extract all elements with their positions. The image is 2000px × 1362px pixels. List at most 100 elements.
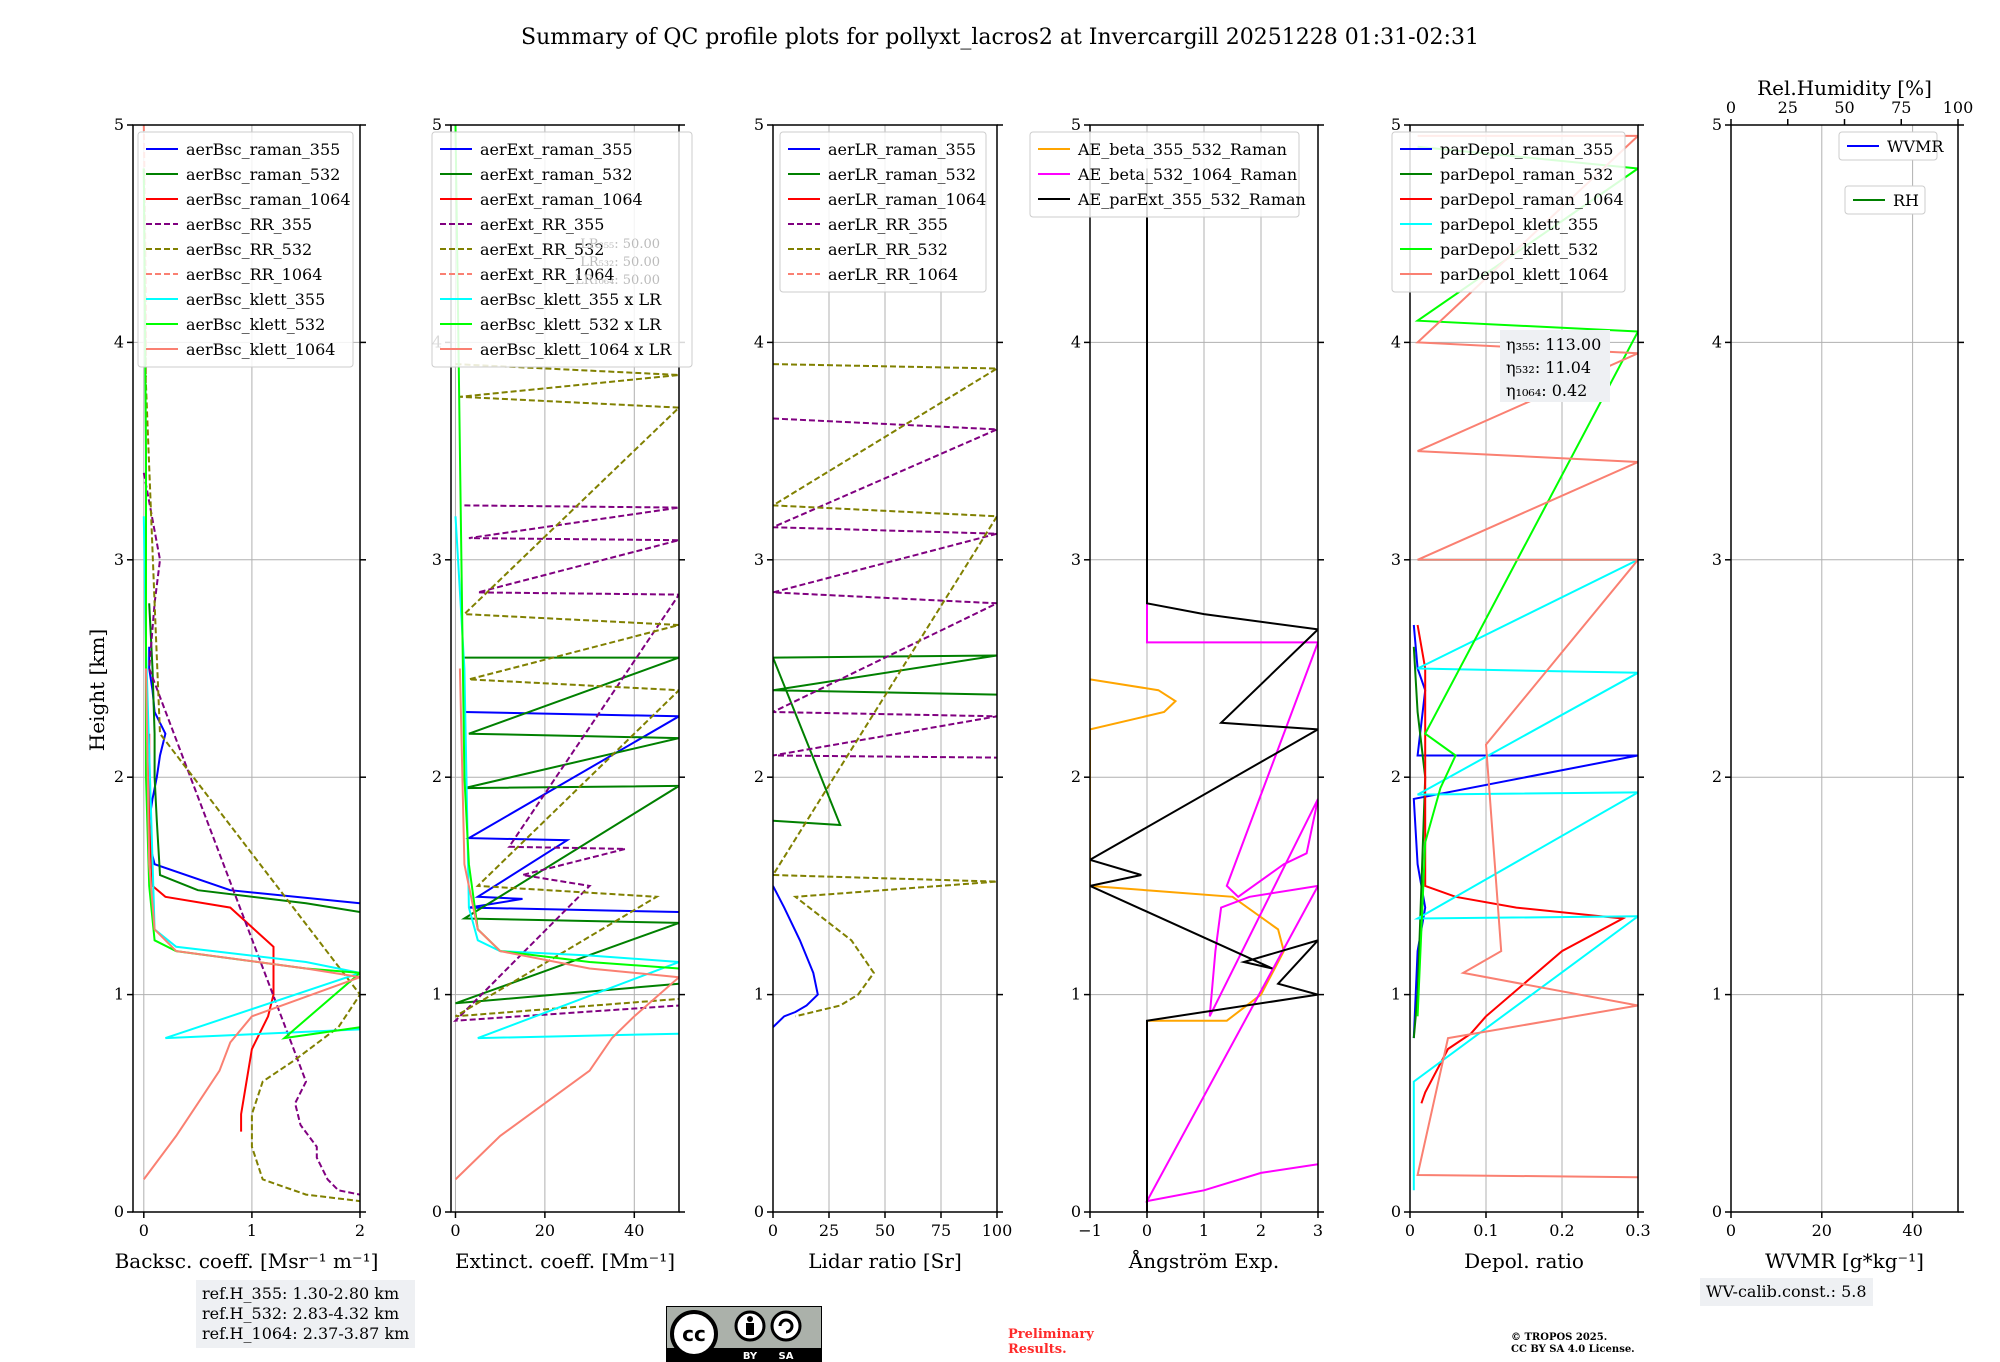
x-tick-label: 100: [982, 1221, 1013, 1240]
series-line-parDepol-raman-1064: [1416, 624, 1627, 1104]
x2-tick-label: 25: [1778, 98, 1798, 117]
y-tick-label: 5: [1391, 115, 1401, 134]
lr-note: LR₁₀₆₄: 50.00: [575, 273, 660, 288]
y-tick-label: 3: [1391, 550, 1401, 569]
legend-label: AE_parExt_355_532_Raman: [1077, 190, 1306, 209]
legend-label: aerLR_raman_355: [828, 140, 976, 159]
legend-label: aerLR_RR_355: [828, 215, 948, 234]
svg-text:cc: cc: [682, 1322, 706, 1346]
y-tick-label: 5: [114, 115, 124, 134]
y-tick-label: 2: [754, 767, 764, 786]
y-tick-label: 0: [1071, 1202, 1081, 1221]
legend-label: aerLR_raman_1064: [828, 190, 986, 209]
x-tick-label: 20: [1812, 1221, 1832, 1240]
legend-label: parDepol_klett_532: [1440, 240, 1598, 259]
legend-label: aerBsc_klett_355: [186, 290, 325, 309]
x-tick-label: 1: [1199, 1221, 1209, 1240]
chart-panel-5: 0 0.1 0.2 0.3 0 1 2 3 4 5 Depol. ratio parDepol_ram…: [1391, 115, 1651, 1273]
series-line-aerBsc-RR-532: [142, 168, 360, 1203]
series-line-aerBsc-raman-532: [148, 603, 360, 913]
x2-tick-label: 100: [1943, 98, 1974, 117]
legend-label: aerBsc_raman_355: [186, 140, 340, 159]
series-line-aerBsc-raman-355: [148, 646, 360, 905]
y-tick-label: 4: [1391, 332, 1401, 351]
legend-label: aerExt_raman_355: [480, 140, 633, 159]
y-tick-label: 0: [1712, 1202, 1722, 1221]
series-line-aerBsc-klett-1064-x-LR: [454, 668, 679, 1181]
x-tick-label: 50: [875, 1221, 895, 1240]
series-line-aerExt-raman-532: [455, 656, 679, 1005]
x-tick-label: 0.1: [1473, 1221, 1498, 1240]
series-line-parDepol-klett-355: [1412, 558, 1638, 1191]
series-group: [452, 125, 679, 1181]
series-line-parDepol-raman-532: [1412, 646, 1427, 1039]
series-line-aerBsc-klett-532: [142, 168, 360, 1040]
series-line-aerLR-RR-355: [773, 417, 997, 759]
legend-label: AE_beta_355_532_Raman: [1077, 140, 1287, 159]
cc-icon: [670, 1310, 718, 1358]
series-line-AE-beta-532-1064-Raman: [1145, 168, 1318, 1203]
legend-label: aerExt_RR_1064: [480, 265, 615, 284]
x-tick-label: 0: [1405, 1221, 1415, 1240]
copyright-note: © TROPOS 2025. CC BY SA 4.0 License.: [1511, 1332, 1635, 1355]
legend: aerExt_raman_355 aerExt_raman_532 aerExt_r…: [431, 131, 693, 368]
x-tick-label: 75: [931, 1221, 951, 1240]
chart-panel-1: 0 1 2 0 1 2 3 4 5 Backsc. coeff. [Msr⁻¹ m⁻¹] aerBs…: [114, 115, 379, 1273]
x-tick-label: 3: [1313, 1221, 1323, 1240]
x-tick-label: 20: [535, 1221, 555, 1240]
legend: AE_beta_355_532_Raman AE_beta_532_1064_Ra…: [1029, 131, 1306, 218]
x-tick-label: 0: [1142, 1221, 1152, 1240]
x-axis-label: Extinct. coeff. [Mm⁻¹]: [455, 1249, 675, 1273]
legend-box: [1391, 131, 1626, 293]
legend-label: aerExt_RR_532: [480, 240, 604, 259]
series-group: [1412, 134, 1638, 1191]
y-tick-label: 2: [1391, 767, 1401, 786]
legend-label: aerBsc_klett_355 x LR: [480, 290, 662, 309]
y-tick-label: 5: [754, 115, 764, 134]
legend-label: aerBsc_klett_1064: [186, 340, 335, 359]
chart-panel-2: 02040012345Extinct. coeff. [Mm⁻¹]aerExt_…: [431, 115, 693, 1273]
x-axis-label: WVMR [g*kg⁻¹]: [1765, 1249, 1924, 1273]
y-tick-label: 1: [114, 985, 124, 1004]
legend-label: aerBsc_RR_1064: [186, 265, 322, 284]
series-line-AE-parExt-355-532-Raman: [1090, 168, 1318, 1212]
ref-height-532: ref.H_532: 2.83-4.32 km: [202, 1304, 400, 1323]
x2-tick-label: 75: [1891, 98, 1911, 117]
series-line-parDepol-klett-1064: [1415, 134, 1638, 1179]
x-tick-label: 40: [1902, 1221, 1922, 1240]
y-tick-label: 3: [114, 550, 124, 569]
series-line-aerLR-RR-532: [773, 363, 997, 1018]
axes-frame: [1730, 124, 1959, 1213]
series-line-aerBsc-klett-532-x-LR: [454, 125, 679, 970]
series-line-AE-beta-355-532-Raman: [1090, 678, 1285, 1022]
axes-frame: [1409, 124, 1639, 1213]
eta-label: η₁₀₆₄: 0.42: [1506, 381, 1587, 400]
legend-label: parDepol_raman_355: [1440, 140, 1613, 159]
legend-label: aerBsc_RR_532: [186, 240, 312, 259]
x-tick-label: 0: [139, 1221, 149, 1240]
x-tick-label: −1: [1078, 1221, 1102, 1240]
legend-label: aerLR_raman_532: [828, 165, 976, 184]
legend: aerBsc_raman_355 aerBsc_raman_532 aerBsc_r…: [137, 131, 354, 368]
x-tick-label: 0: [450, 1221, 460, 1240]
y-tick-label: 4: [1712, 332, 1722, 351]
y-tick-label: 1: [1712, 985, 1722, 1004]
legend-label: aerExt_RR_355: [480, 215, 604, 234]
axes-frame: [132, 124, 361, 1213]
y-tick-label: 5: [1071, 115, 1081, 134]
legend-label: parDepol_raman_532: [1440, 165, 1613, 184]
eta-box: [1500, 330, 1610, 402]
legend-WVMR: WVMR: [1838, 131, 1944, 161]
series-line-aerBsc-raman-1064: [148, 733, 275, 1132]
y-tick-label: 1: [432, 985, 442, 1004]
x-tick-label: 0: [768, 1221, 778, 1240]
y-tick-label: 2: [432, 767, 442, 786]
legend-label: aerBsc_RR_355: [186, 215, 312, 234]
legend-label: aerExt_raman_1064: [480, 190, 643, 209]
x-tick-label: 40: [624, 1221, 644, 1240]
legend-label: AE_beta_532_1064_Raman: [1077, 165, 1297, 184]
